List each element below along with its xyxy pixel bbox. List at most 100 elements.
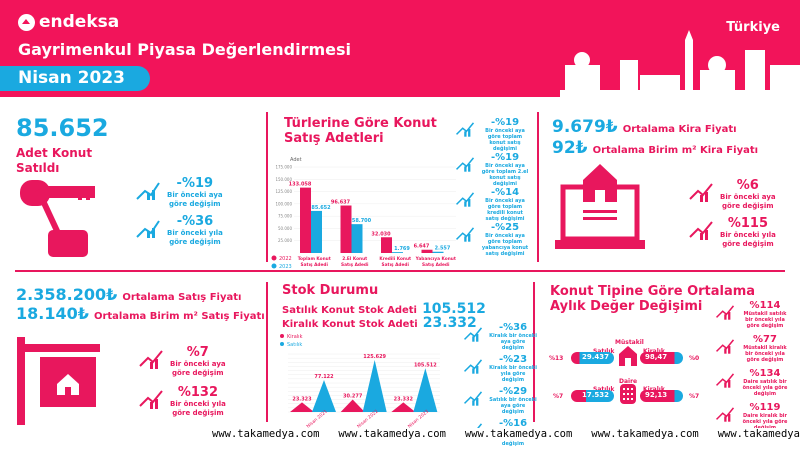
trend-up-icon [715,407,735,422]
trend-down-icon [463,359,483,374]
rent-monthly-change: %6 Bir önceki aya göre değişim [688,178,776,211]
x-tick-label: Toplam Konut [298,256,331,262]
legend-label: 2022 [279,256,292,262]
value-change-title: Konut Tipine Göre Ortalama Aylık Değer De… [550,284,755,314]
column-divider [537,112,539,262]
x-tick-label: Kredili Konut [379,256,411,262]
bar-value-label: 1.769 [394,246,410,252]
legend-label: Satılık [287,342,302,348]
legend-marker [271,255,277,261]
mustakil-sale-label: Satılık [593,348,614,355]
legend-label: 2023 [279,264,292,270]
change-desc: Müstakil satılık bir önceki yıla göre de… [743,311,787,329]
rent-price-line: 9.679₺ Ortalama Kira Fiyatı [552,117,737,137]
change-item: -%36 Kiralık bir önceki aya göre değişim [463,322,537,351]
logo-icon [18,13,35,31]
change-value: -%14 [490,187,520,198]
sales-count: 85.652 [16,114,109,142]
mustakil-label: Müstakil [615,339,644,346]
trend-down-icon [463,391,483,406]
change-item: -%14 Bir önceki aya göre toplam kredili k… [455,187,529,222]
change-desc: Bir önceki aya göre toplam kredili konut… [485,198,525,222]
stock-rent-value: 23.332 [422,315,477,331]
peak-value-label: 23.323 [292,396,312,402]
trend-down-icon [136,182,160,200]
country-label: Türkiye [726,20,780,35]
mustakil-rent-bar: 98,47 [640,352,683,364]
column-divider [266,282,268,422]
change-value: %114 [749,300,781,311]
sale-monthly-change: %7 Bir önceki aya göre değişim [138,345,226,378]
trend-up-icon [689,183,713,202]
daire-sale-bar: 17.532 [571,390,614,402]
y-tick-label: 100.000 [275,201,292,206]
sales-label-line: Satıldı [16,161,60,175]
peak-value-label: 125.629 [363,354,386,360]
rent-price: 9.679₺ [552,117,618,137]
bar-2022 [340,205,352,253]
trend-up-icon [689,221,713,240]
daire-rent-pct: %7 [689,393,700,400]
legend-marker [280,334,284,338]
trend-down-icon [136,220,160,238]
x-tick-label: Satış Adedi [422,262,450,268]
bar-2023 [392,252,403,253]
change-desc: Bir önceki aya [720,193,776,201]
bar-2022 [381,237,392,253]
x-tick-label: 2.El Konut [342,256,367,262]
brand-logo: endeksa [18,12,119,32]
peak-value-label: 23.332 [394,396,414,402]
rent-price-label: Ortalama Kira Fiyatı [622,124,737,135]
sale-unit-label: Ortalama Birim m² Satış Fiyatı [93,311,265,322]
stock-sale-line: Satılık Konut Stok Adeti 105.512 [282,298,486,317]
bar-2022 [421,249,433,253]
trend-down-icon [463,327,483,342]
peak-value-label: 105.512 [414,362,437,368]
stock-rent-label: Kiralık Konut Stok Adeti [282,319,418,330]
trend-up-icon [139,350,163,369]
bar-2023 [432,251,444,253]
change-value: -%36 [176,214,214,229]
change-value: %77 [753,334,777,345]
bar-value-label: 58.700 [352,218,372,224]
trend-down-icon [455,192,475,207]
change-desc: Kiralık bir önceki yıla göre değişim [489,365,537,383]
bar-value-label: 133.058 [289,182,312,188]
bar-value-label: 6.647 [414,244,430,250]
change-desc: Bir önceki aya göre toplam yabancıya kon… [481,233,529,257]
change-desc: göre değişim [172,369,224,377]
laptop-house-icon [555,164,645,249]
change-desc: Bir önceki yıla [167,229,223,237]
peak-Satılık [362,359,387,412]
y-tick-label: 25.000 [278,238,292,243]
bar-value-label: 2.557 [435,246,451,252]
legend-marker [280,342,284,346]
change-value: %132 [177,385,219,400]
trend-up-icon [715,305,735,320]
types-bar-chart: Adet 175.000 150.000 125.000 100.000 75.000 50… [271,157,456,270]
y-tick-label: 150.000 [275,177,292,182]
change-value: -%23 [498,354,528,365]
trend-up-icon [715,373,735,388]
rent-unit-price: 92₺ [552,138,588,158]
change-value: -%19 [490,152,520,163]
change-desc: Müstakil kiralık bir önceki yıla göre de… [743,345,787,363]
change-item: -%19 Bir önceki aya göre toplam konut sat… [455,117,529,152]
value-change-title-line: Konut Tipine Göre Ortalama [550,284,756,299]
rent-unit-label: Ortalama Birim m² Kira Fiyatı [592,145,759,156]
apartment-icon [620,384,636,404]
stock-title: Stok Durumu [282,283,379,298]
sales-monthly-change: -%19 Bir önceki aya göre değişim [135,176,223,209]
header: endeksa Gayrimenkul Piyasa Değerlendirme… [0,0,800,97]
stock-sale-value: 105.512 [422,301,486,317]
y-tick-label: 175.000 [275,165,292,170]
change-item: %77 Müstakil kiralık bir önceki yıla göre… [715,334,789,363]
change-value: -%29 [498,386,528,397]
value-change-title-line: Aylık Değer Değişimi [550,299,703,314]
house-icon [619,346,637,366]
change-desc: Bir önceki aya göre toplam 2.el konut sa… [481,163,529,187]
stock-sale-label: Satılık Konut Stok Adeti [282,305,417,316]
bar-value-label: 96.637 [331,200,351,206]
daire-label: Daire [619,378,638,385]
daire-sale-pct: %7 [553,393,564,400]
